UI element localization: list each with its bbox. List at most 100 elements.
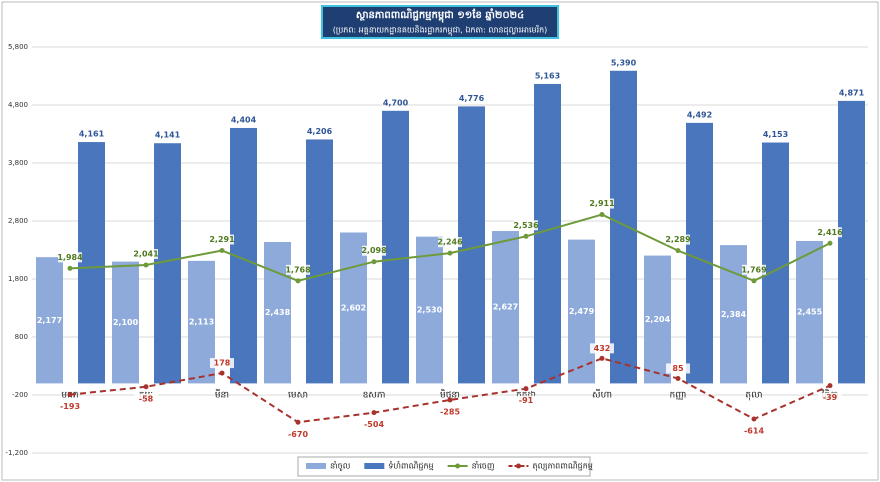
label-bg [362, 419, 386, 430]
legend-swatch [306, 463, 326, 469]
value-label: 4,776 [459, 94, 485, 103]
value-label: 2,177 [37, 316, 62, 325]
point [371, 259, 377, 265]
point [67, 265, 73, 271]
label-bg [286, 429, 310, 440]
point [599, 212, 605, 218]
label-bg [818, 392, 842, 403]
bar [36, 257, 63, 384]
y-tick-label: 2,800 [8, 217, 28, 225]
value-label: 2,438 [265, 308, 291, 317]
bar [568, 239, 595, 384]
value-label: 4,206 [307, 127, 333, 136]
value-label: 2,627 [493, 303, 518, 312]
label-bg [514, 395, 538, 406]
legend-label: នាំចេញ [472, 461, 495, 471]
value-label: 4,153 [763, 130, 788, 139]
bar [382, 110, 409, 384]
point [523, 233, 529, 239]
value-label: -670 [288, 430, 308, 439]
label-bg [134, 249, 158, 260]
bar [610, 70, 637, 384]
value-label: 4,404 [231, 115, 257, 124]
y-tick-label: 1,800 [8, 275, 28, 283]
legend-label: តុល្យភាពពាណិជ្ជកម្ម [532, 461, 592, 472]
value-label: 2,113 [189, 318, 214, 327]
value-label: 2,204 [645, 315, 671, 324]
value-label: 2,536 [513, 221, 539, 230]
value-label: 432 [594, 344, 611, 353]
label-bg [58, 401, 82, 412]
label-bg [666, 363, 690, 374]
x-tick-label: មីនា [215, 389, 229, 401]
value-label: 5,390 [611, 58, 637, 67]
x-tick-label: មិថុនា [440, 389, 460, 401]
value-label: 2,098 [361, 246, 387, 255]
bar [458, 106, 485, 384]
value-label: 2,291 [209, 235, 235, 244]
x-tick-label: កញ្ញា [670, 391, 687, 401]
point [143, 262, 149, 268]
y-tick-label: 3,800 [8, 159, 28, 167]
value-label: 2,530 [417, 306, 443, 315]
label-bg [514, 220, 538, 231]
value-label: 2,602 [341, 303, 366, 312]
label-bg [742, 264, 766, 275]
point [523, 386, 529, 392]
bar [416, 236, 443, 384]
bar [340, 232, 367, 384]
point [219, 370, 225, 376]
value-label: -39 [823, 393, 838, 402]
value-label: -504 [364, 420, 384, 429]
point [675, 248, 681, 254]
bar [644, 255, 671, 384]
value-label: 2,041 [133, 250, 159, 259]
value-label: -58 [139, 394, 154, 403]
bar [762, 142, 789, 384]
label-bg [742, 426, 766, 437]
value-label: 1,769 [741, 265, 767, 274]
label-bg [590, 198, 614, 209]
bar [796, 241, 823, 384]
chart-subtitle: (ប្រភព: អគ្គនាយកដ្ឋានគយនិងរដ្ឋាករកម្ពុជា… [333, 25, 548, 37]
label-bg [438, 406, 462, 417]
bar [112, 261, 139, 384]
point [67, 392, 73, 398]
point [295, 278, 301, 284]
chart-title: ស្ថានភាពពាណិជ្ជកម្មកម្ពុជា ១១ខែ ឆ្នាំ២០២… [356, 8, 524, 23]
x-tick-label: កក្កដា [516, 391, 536, 401]
y-tick-label: 800 [15, 333, 28, 341]
label-bg [134, 393, 158, 404]
bar [78, 142, 105, 384]
legend-label: ទំហំពាណិជ្ជកម្ម [388, 461, 433, 471]
value-label: 2,100 [113, 318, 139, 327]
point [751, 278, 757, 284]
value-label: 1,768 [285, 265, 311, 274]
label-bg [362, 245, 386, 256]
x-tick-label: មេសា [288, 391, 308, 401]
point [371, 410, 377, 416]
point [599, 355, 605, 361]
value-label: 1,984 [57, 253, 83, 262]
label-bg [58, 252, 82, 263]
value-label: -285 [440, 407, 460, 416]
balance-line [69, 357, 831, 424]
bar [838, 100, 865, 384]
legend-label: នាំចូល [330, 461, 351, 472]
value-label: -614 [744, 427, 764, 436]
point [295, 419, 301, 425]
value-label: 2,911 [589, 199, 615, 208]
value-label: 85 [672, 364, 684, 373]
label-bg [666, 234, 690, 245]
label-bg [210, 234, 234, 245]
value-label: 4,492 [687, 110, 712, 119]
point [827, 383, 833, 389]
label-bg [590, 343, 614, 354]
value-label: -91 [519, 396, 534, 405]
title-box [321, 5, 559, 39]
bar [306, 139, 333, 384]
value-label: 4,161 [79, 130, 105, 139]
legend-swatch [364, 463, 385, 469]
label-bg [818, 227, 842, 238]
